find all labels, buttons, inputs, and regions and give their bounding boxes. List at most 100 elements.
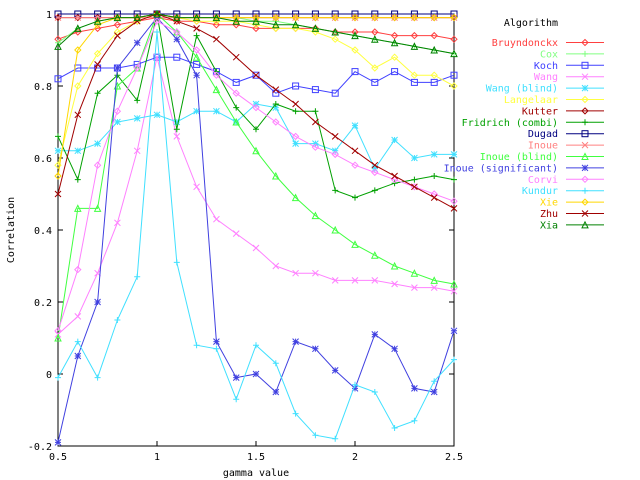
data-point	[272, 101, 279, 107]
data-point	[74, 82, 82, 90]
x-tick-label: 1.5	[247, 452, 265, 463]
y-tick-label: 0.4	[34, 226, 52, 237]
legend-label: Cox	[540, 49, 558, 60]
legend-label: Wang (blind)	[486, 84, 558, 95]
data-point	[390, 261, 399, 270]
data-point	[113, 107, 122, 115]
data-point	[331, 150, 339, 159]
data-point	[173, 118, 181, 126]
data-point	[114, 317, 121, 323]
data-point	[271, 171, 280, 180]
data-point	[581, 164, 589, 172]
data-point	[193, 32, 200, 39]
data-point	[410, 13, 419, 22]
legend-label: Kundur	[522, 186, 558, 197]
data-point	[252, 24, 260, 33]
data-point	[581, 130, 589, 138]
data-point	[232, 53, 240, 61]
data-point	[74, 176, 81, 183]
data-point	[232, 117, 241, 126]
data-point	[74, 111, 82, 119]
data-point	[252, 146, 260, 155]
data-point	[54, 42, 62, 50]
data-point	[292, 410, 299, 417]
data-point	[113, 13, 122, 22]
legend-entry: Xie	[540, 198, 604, 209]
data-point	[54, 75, 62, 83]
data-point	[430, 194, 438, 201]
data-point	[331, 35, 339, 43]
legend-label: Dugad	[528, 129, 558, 140]
data-point	[450, 49, 458, 58]
data-point	[582, 50, 588, 57]
data-point	[450, 82, 458, 90]
data-point	[371, 187, 378, 194]
data-point	[94, 90, 101, 97]
data-point	[311, 13, 320, 22]
data-point	[55, 374, 61, 381]
data-point	[351, 31, 359, 40]
data-point	[430, 388, 438, 396]
data-point	[252, 370, 260, 378]
data-point	[430, 45, 439, 54]
data-point	[351, 68, 359, 76]
data-point	[450, 35, 458, 43]
legend-label: Xie	[540, 198, 558, 209]
data-point	[94, 298, 101, 306]
data-point	[74, 147, 82, 155]
data-point	[232, 78, 240, 86]
data-point	[311, 143, 320, 151]
legend-entry: Inoue	[528, 141, 604, 152]
data-point	[390, 13, 399, 22]
legend-entry: Wang (blind)	[486, 84, 604, 95]
data-point	[212, 13, 221, 22]
y-axis-label: Correlation	[6, 197, 17, 263]
data-point	[331, 27, 340, 36]
data-point	[450, 287, 458, 295]
data-point	[173, 28, 181, 36]
data-point	[451, 176, 457, 183]
legend-entry: Zhu	[540, 209, 604, 220]
legend-entry: Kundur	[522, 186, 604, 197]
x-axis-label: gamma value	[223, 468, 289, 479]
legend-entry: Cox	[540, 49, 604, 60]
data-point	[252, 17, 260, 25]
legend-entry: Bruyndonckx	[492, 38, 604, 49]
data-point	[312, 118, 319, 126]
data-point	[370, 35, 379, 43]
data-point	[133, 115, 141, 122]
data-point	[391, 136, 398, 144]
data-point	[331, 367, 339, 374]
data-point	[581, 84, 589, 92]
legend-entry: Dugad	[528, 129, 604, 140]
data-point	[431, 173, 438, 179]
data-point	[351, 385, 359, 392]
legend-entry: Fridrich (combi)	[462, 118, 604, 129]
data-point	[173, 35, 181, 43]
legend-label: Langelaar	[504, 95, 558, 106]
data-point	[430, 13, 438, 22]
data-point	[450, 197, 458, 205]
data-point	[370, 251, 379, 259]
data-point	[450, 151, 458, 158]
data-point	[114, 32, 121, 39]
legend-label: Xia	[540, 220, 558, 231]
data-point	[192, 46, 201, 54]
data-point	[292, 269, 299, 277]
data-point	[450, 71, 458, 79]
y-tick-label: 0.2	[34, 298, 52, 309]
series-inoue-blind	[54, 9, 458, 342]
data-point	[430, 276, 439, 284]
data-point	[391, 280, 398, 288]
data-point	[581, 61, 589, 69]
data-point	[134, 273, 141, 280]
y-tick-label: 0.6	[34, 154, 52, 165]
data-point	[192, 13, 201, 22]
data-point	[371, 161, 379, 169]
legend-title: Algorithm	[504, 18, 558, 29]
data-point	[581, 107, 589, 115]
data-point	[54, 14, 62, 21]
data-point	[581, 95, 589, 104]
data-point	[73, 24, 82, 32]
